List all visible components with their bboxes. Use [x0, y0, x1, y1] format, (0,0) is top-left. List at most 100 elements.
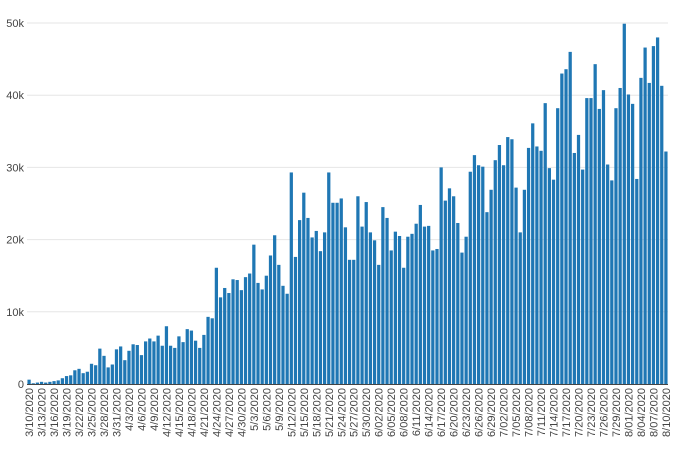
bar — [206, 316, 210, 384]
bar — [347, 259, 352, 384]
bar — [89, 363, 94, 384]
bar — [635, 178, 639, 384]
x-tick-label: 3/10/2020 — [24, 388, 36, 437]
x-tick-label: 8/04/2020 — [636, 388, 648, 437]
bar — [472, 155, 477, 384]
bar — [427, 225, 431, 384]
bar-series — [27, 23, 668, 385]
bar — [431, 250, 435, 384]
bar — [235, 280, 239, 384]
bar — [468, 171, 472, 384]
x-tick-label: 6/23/2020 — [461, 388, 473, 437]
bar — [614, 108, 618, 385]
bar — [98, 348, 102, 384]
bar — [293, 256, 298, 384]
x-tick-label: 7/23/2020 — [586, 388, 598, 437]
bar — [273, 235, 277, 384]
bar — [535, 146, 539, 384]
x-tick-label: 6/26/2020 — [474, 388, 486, 437]
bar — [260, 289, 264, 384]
y-tick-label: 40k — [6, 90, 24, 102]
bar — [35, 382, 40, 384]
bar — [626, 94, 631, 384]
bar — [56, 380, 60, 384]
y-tick-label: 30k — [6, 162, 24, 174]
bar — [476, 165, 481, 384]
bar — [48, 381, 52, 384]
bar — [560, 73, 564, 384]
x-tick-label: 8/01/2020 — [623, 388, 635, 437]
x-tick-label: 4/9/2020 — [149, 388, 161, 431]
x-tick-label: 3/13/2020 — [37, 388, 49, 437]
x-tick-label: 5/24/2020 — [336, 388, 348, 437]
bar — [443, 200, 447, 384]
x-tick-label: 7/26/2020 — [598, 388, 610, 437]
x-tick-label: 4/18/2020 — [186, 388, 198, 437]
bar — [581, 169, 585, 384]
bar — [248, 273, 252, 384]
bar — [568, 51, 572, 384]
bar — [485, 212, 489, 384]
bar — [664, 151, 668, 384]
x-tick-label: 5/18/2020 — [311, 388, 323, 437]
bar — [114, 349, 119, 384]
bar — [331, 202, 335, 384]
bar — [389, 250, 393, 384]
bar — [606, 164, 610, 384]
bar — [52, 381, 56, 384]
bar — [94, 365, 98, 384]
bar — [526, 147, 531, 384]
bar — [385, 217, 389, 384]
bar — [160, 345, 164, 384]
bar — [630, 103, 635, 384]
x-tick-label: 4/27/2020 — [224, 388, 236, 437]
bar — [410, 233, 414, 384]
bar — [81, 373, 85, 384]
bar — [214, 267, 219, 384]
y-tick-label: 20k — [6, 235, 24, 247]
bar — [102, 355, 106, 384]
bar — [402, 267, 406, 384]
bar — [447, 188, 452, 384]
x-tick-label: 5/6/2020 — [261, 388, 273, 431]
bar — [489, 189, 493, 384]
bar — [397, 235, 402, 384]
bar — [177, 336, 181, 384]
bar — [27, 379, 31, 384]
bar — [298, 220, 302, 384]
x-tick-label: 5/15/2020 — [299, 388, 311, 437]
x-tick-label: 5/9/2020 — [274, 388, 286, 431]
bar — [173, 347, 177, 384]
bar — [356, 196, 360, 384]
bar — [131, 344, 135, 384]
bar — [456, 222, 460, 384]
bar — [256, 282, 260, 384]
bar — [655, 37, 660, 384]
bar — [377, 264, 381, 384]
bar — [77, 368, 81, 384]
x-tick-label: 3/19/2020 — [62, 388, 74, 437]
bar — [223, 287, 227, 384]
x-tick-label: 6/29/2020 — [486, 388, 498, 437]
x-tick-label: 3/25/2020 — [87, 388, 99, 437]
x-tick-label: 3/22/2020 — [74, 388, 86, 437]
bar — [285, 293, 289, 384]
bar — [123, 360, 127, 384]
bar — [368, 232, 373, 384]
x-tick-label: 4/24/2020 — [211, 388, 223, 437]
y-tick-label: 50k — [6, 18, 24, 30]
bar — [593, 64, 597, 385]
bar — [556, 108, 560, 385]
bar — [110, 364, 114, 384]
bar — [647, 82, 651, 385]
bar — [539, 150, 543, 384]
bar — [239, 290, 243, 384]
x-tick-label: 7/17/2020 — [561, 388, 573, 437]
bar — [135, 345, 139, 384]
bar — [243, 277, 248, 384]
bar — [481, 166, 485, 384]
bar — [119, 346, 123, 384]
x-tick-label: 4/3/2020 — [124, 388, 136, 431]
bar — [543, 103, 547, 384]
bar — [406, 236, 410, 384]
